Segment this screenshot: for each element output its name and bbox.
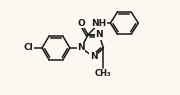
Text: NH: NH — [92, 19, 107, 28]
Text: N: N — [95, 30, 103, 39]
Text: N: N — [90, 52, 97, 61]
Text: CH₃: CH₃ — [95, 69, 112, 78]
Text: N: N — [77, 44, 85, 52]
Text: Cl: Cl — [24, 44, 34, 52]
Text: O: O — [77, 19, 85, 28]
